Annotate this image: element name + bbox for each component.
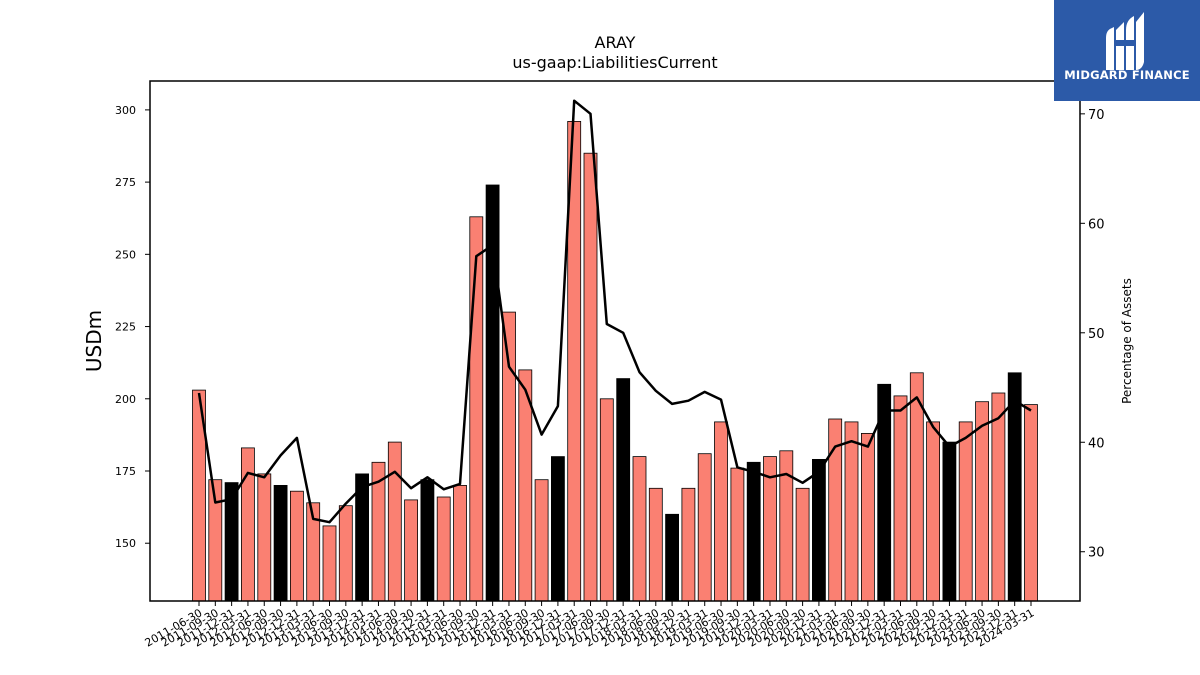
bar	[877, 383, 892, 602]
bar	[681, 487, 696, 602]
bar	[322, 525, 337, 602]
bar	[697, 453, 712, 602]
bar	[469, 216, 484, 602]
bar	[746, 461, 761, 602]
bar	[599, 398, 614, 602]
y-tick-label: 250	[115, 248, 136, 261]
percentage-line	[197, 99, 1032, 524]
y2-tick-label: 70	[1088, 108, 1105, 123]
bar	[632, 456, 647, 602]
bar	[257, 473, 272, 602]
bar	[975, 401, 989, 602]
y-tick-label: 150	[115, 537, 136, 550]
bar	[844, 421, 859, 602]
y-tick-label: 275	[115, 176, 136, 189]
y-tick-label: 175	[115, 465, 136, 478]
bar	[240, 447, 255, 602]
axes: 15017520022525027530030405060702011-06-3…	[115, 80, 1105, 650]
bar	[551, 456, 565, 602]
bar	[436, 496, 451, 602]
bar	[289, 490, 304, 602]
bar	[812, 458, 826, 602]
chart-title: ARAY	[595, 33, 636, 52]
bar	[420, 479, 435, 602]
y2-tick-label: 50	[1088, 327, 1105, 342]
logo-text: MIDGARD FINANCE	[1064, 68, 1190, 82]
bar	[338, 505, 353, 602]
bar	[616, 378, 631, 602]
percentage-line-path	[197, 99, 1032, 524]
bar	[958, 421, 973, 602]
bar	[1024, 404, 1038, 602]
bar	[387, 441, 402, 602]
y2-axis-label: Percentage of Assets	[1120, 278, 1134, 404]
plot-frame	[149, 80, 1081, 602]
bar	[502, 311, 516, 602]
logo-mark-icon	[1106, 12, 1144, 70]
y2-tick-label: 60	[1088, 217, 1105, 232]
y2-tick-label: 30	[1088, 546, 1105, 561]
bar	[273, 484, 288, 602]
bar	[648, 487, 663, 602]
y-tick-label: 200	[115, 393, 136, 406]
bar	[453, 484, 467, 602]
bar	[893, 395, 908, 602]
bar	[942, 441, 957, 602]
bars	[192, 121, 1038, 602]
bar	[795, 487, 810, 602]
y-tick-label: 300	[115, 104, 136, 117]
bar	[665, 513, 679, 602]
chart-subtitle: us-gaap:LiabilitiesCurrent	[512, 53, 717, 72]
bar	[730, 467, 745, 602]
bar	[583, 152, 598, 602]
bar	[404, 499, 419, 602]
bar	[714, 421, 728, 602]
bar	[861, 432, 875, 602]
bar	[926, 421, 940, 602]
y-axis-label: USDm	[82, 310, 106, 372]
y2-tick-label: 40	[1088, 436, 1105, 451]
y-tick-label: 225	[115, 321, 136, 334]
bar	[534, 479, 549, 602]
midgard-finance-logo: MIDGARD FINANCE	[1054, 0, 1200, 101]
bar	[991, 392, 1006, 602]
